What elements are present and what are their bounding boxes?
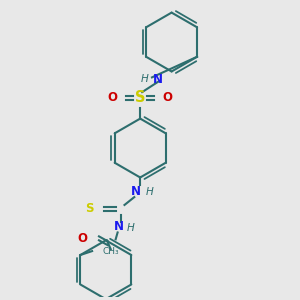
Text: O: O — [163, 92, 173, 104]
Text: N: N — [131, 185, 141, 198]
Text: H: H — [140, 74, 148, 84]
Text: H: H — [127, 223, 134, 232]
Text: N: N — [114, 220, 124, 233]
Text: S: S — [85, 202, 93, 215]
Text: S: S — [135, 91, 146, 106]
Text: O: O — [108, 92, 118, 104]
Text: H: H — [146, 187, 154, 197]
Text: N: N — [153, 73, 163, 86]
Text: O: O — [77, 232, 87, 245]
Text: CH₃: CH₃ — [103, 247, 119, 256]
